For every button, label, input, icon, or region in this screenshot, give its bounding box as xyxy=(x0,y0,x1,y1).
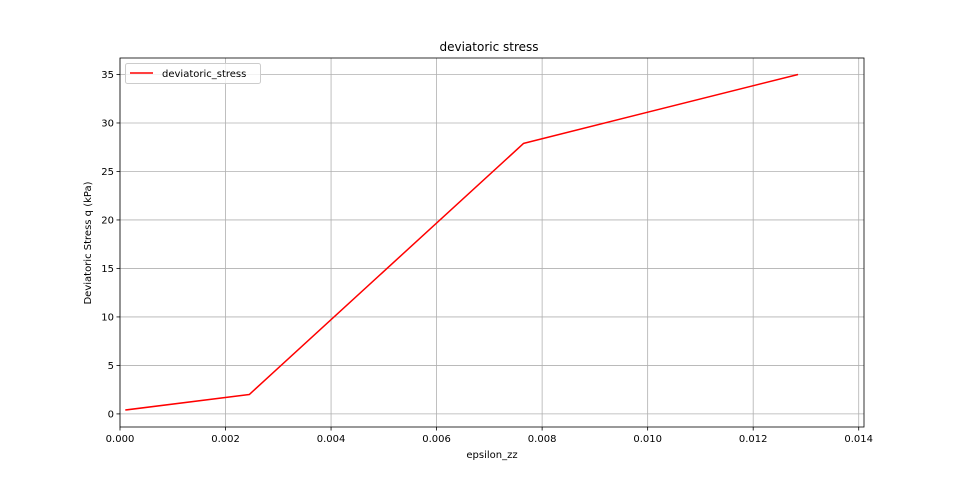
legend-label: deviatoric_stress xyxy=(162,69,246,80)
series-layer xyxy=(125,73,799,411)
y-tick-label: 0 xyxy=(108,409,114,420)
legend: deviatoric_stress xyxy=(125,63,261,84)
x-tick-label: 0.002 xyxy=(211,434,240,445)
y-tick-label: 5 xyxy=(108,361,114,372)
x-tick-label: 0.004 xyxy=(317,434,346,445)
y-tick-label: 15 xyxy=(101,264,114,275)
y-tick-label: 30 xyxy=(101,118,114,129)
x-axis: 0.000 0.002 0.004 0.006 0.008 0.010 0.012 0.014 xyxy=(106,427,873,445)
chart-title: deviatoric stress xyxy=(439,40,538,54)
y-tick-label: 35 xyxy=(101,70,114,81)
legend-box xyxy=(125,63,261,84)
y-tick-label: 25 xyxy=(101,167,114,178)
plot-frame xyxy=(119,57,865,428)
y-tick-label: 20 xyxy=(101,215,114,226)
x-axis-label: epsilon_zz xyxy=(466,450,517,461)
series-line xyxy=(125,73,799,411)
x-tick-label: 0.006 xyxy=(422,434,451,445)
y-axis-label: Deviatoric Stress q (kPa) xyxy=(83,181,94,304)
x-tick-label: 0.012 xyxy=(739,434,768,445)
y-axis: 0 5 10 15 20 25 30 35 xyxy=(101,70,120,420)
x-tick-label: 0.008 xyxy=(528,434,557,445)
x-tick-label: 0.014 xyxy=(844,434,873,445)
x-tick-label: 0.000 xyxy=(106,434,135,445)
x-tick-label: 0.010 xyxy=(633,434,662,445)
y-tick-label: 10 xyxy=(101,312,114,323)
